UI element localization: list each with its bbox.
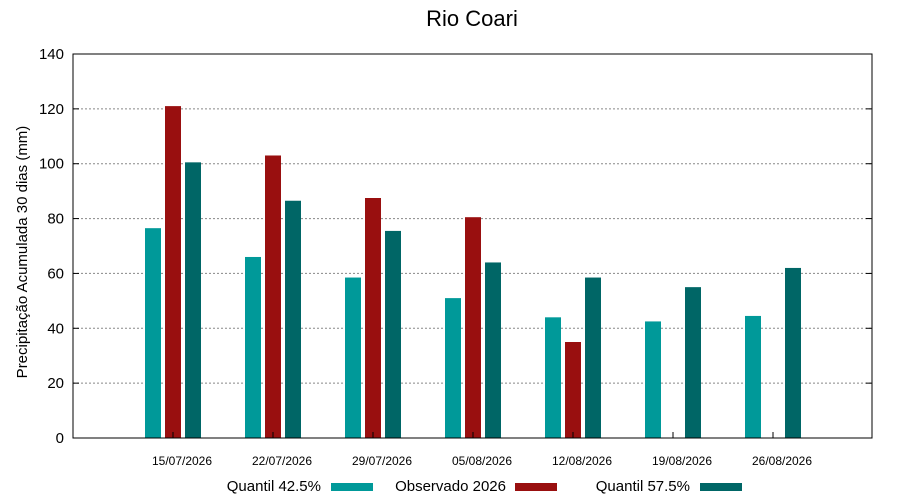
bar-2 [265, 155, 281, 438]
x-tick-label: 26/08/2026 [752, 454, 812, 468]
y-tick-label: 80 [47, 211, 64, 228]
bar-2 [565, 342, 581, 438]
bar-2 [365, 198, 381, 438]
legend-label-2: Observado 2026 [395, 478, 506, 495]
x-tick-label: 29/07/2026 [352, 454, 412, 468]
y-tick-label: 0 [56, 430, 64, 447]
x-tick-label: 05/08/2026 [452, 454, 512, 468]
bar-3 [485, 262, 501, 438]
bar-1 [345, 277, 361, 438]
x-tick-label: 22/07/2026 [252, 454, 312, 468]
x-tick-label: 19/08/2026 [652, 454, 712, 468]
y-tick-label: 40 [47, 320, 64, 337]
bar-1 [645, 321, 661, 438]
y-tick-label: 60 [47, 265, 64, 282]
x-tick-label: 15/07/2026 [152, 454, 212, 468]
bar-3 [585, 277, 601, 438]
bar-2 [165, 106, 181, 438]
x-ticks: 15/07/2026 22/07/2026 29/07/2026 05/08/2026… [152, 432, 812, 468]
y-tick-label: 140 [39, 46, 64, 63]
y-axis-label: Precipitação Acumulada 30 dias (mm) [14, 126, 31, 379]
legend-swatch-2 [515, 483, 557, 491]
legend-label-3: Quantil 57.5% [596, 478, 690, 495]
bar-3 [285, 200, 301, 438]
y-tick-label: 100 [39, 156, 64, 173]
y-ticks: 0 20 40 60 80 100 120 140 [39, 46, 872, 447]
bar-1 [545, 317, 561, 438]
bar-3 [685, 287, 701, 438]
legend-label-1: Quantil 42.5% [227, 478, 321, 495]
y-tick-label: 20 [47, 375, 64, 392]
legend: Quantil 42.5% Observado 2026 Quantil 57.5% [227, 478, 742, 495]
bar-3 [385, 230, 401, 438]
x-tick-label: 12/08/2026 [552, 454, 612, 468]
legend-swatch-3 [700, 483, 742, 491]
bar-1 [445, 298, 461, 438]
bar-1 [245, 256, 261, 438]
bar-1 [745, 315, 761, 438]
gridlines [73, 108, 872, 384]
bar-2 [465, 217, 481, 438]
bar-3 [785, 267, 801, 438]
y-tick-label: 120 [39, 101, 64, 118]
bar-1 [145, 228, 161, 438]
bar-3 [185, 162, 201, 439]
legend-swatch-1 [331, 483, 373, 491]
bars [145, 106, 801, 439]
chart-title: Rio Coari [426, 6, 518, 31]
